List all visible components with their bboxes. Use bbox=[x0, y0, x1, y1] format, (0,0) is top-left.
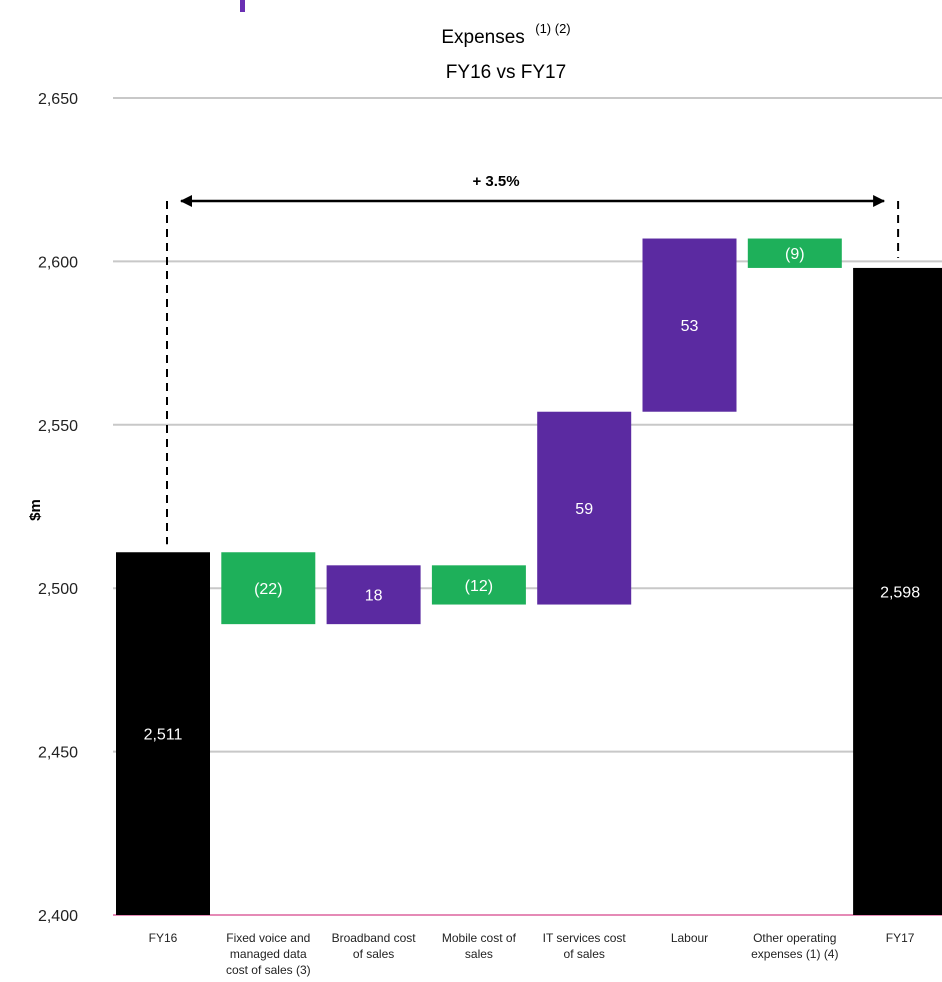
bar-value-label: (9) bbox=[785, 246, 805, 263]
x-category-label: Labour bbox=[671, 931, 708, 945]
bar-value-label: 18 bbox=[365, 588, 383, 605]
bar-increase bbox=[537, 411, 632, 605]
y-tick-label: 2,450 bbox=[38, 745, 78, 762]
x-category-label: Other operating expenses (1) (4) bbox=[751, 931, 838, 961]
bars bbox=[116, 238, 942, 915]
y-axis-label: $m bbox=[27, 499, 44, 521]
x-category-line: FY17 bbox=[886, 931, 915, 945]
y-tick-label: 2,650 bbox=[38, 91, 78, 108]
chart-title-text: Expenses bbox=[441, 27, 524, 48]
bar-increase bbox=[642, 238, 737, 412]
chart-title: Expenses (1) (2) bbox=[441, 21, 570, 48]
x-category-label: Fixed voice and managed data cost of sales… bbox=[226, 931, 311, 977]
x-category-line: expenses (1) (4) bbox=[751, 947, 838, 961]
bar-increase bbox=[326, 565, 421, 625]
chart-subtitle: FY16 vs FY17 bbox=[446, 62, 566, 83]
chart-title-superscript: (1) (2) bbox=[535, 21, 570, 36]
y-tick-label: 2,400 bbox=[38, 908, 78, 925]
bar-total bbox=[853, 267, 942, 915]
x-category-line: managed data bbox=[230, 947, 307, 961]
bar-decrease bbox=[221, 552, 316, 625]
y-tick-label: 2,500 bbox=[38, 581, 78, 598]
y-tick-label: 2,550 bbox=[38, 418, 78, 435]
x-category-line: Mobile cost of bbox=[442, 931, 517, 945]
bar-value-label: 2,511 bbox=[144, 727, 183, 744]
bar-decrease bbox=[431, 565, 526, 605]
bar-value-label: 2,598 bbox=[880, 584, 920, 601]
bar-value-label: 53 bbox=[681, 318, 699, 335]
x-category-line: sales bbox=[465, 947, 493, 961]
bar-value-label: 59 bbox=[575, 501, 593, 518]
x-category-line: of sales bbox=[564, 947, 605, 961]
y-tick-label: 2,600 bbox=[38, 254, 78, 271]
gridlines bbox=[113, 97, 942, 916]
x-category-label: IT services cost of sales bbox=[543, 931, 627, 961]
x-category-line: IT services cost bbox=[543, 931, 627, 945]
x-category-label: Broadband cost of sales bbox=[332, 931, 417, 961]
x-category-label: Mobile cost of sales bbox=[442, 931, 517, 961]
x-category-line: Other operating bbox=[753, 931, 836, 945]
change-bracket bbox=[166, 195, 900, 545]
x-category-line: Fixed voice and bbox=[226, 931, 310, 945]
accent-mark bbox=[240, 0, 245, 12]
y-axis-ticks: 2,400 2,450 2,500 2,550 2,600 2,650 bbox=[38, 91, 78, 925]
x-category-label: FY17 bbox=[886, 931, 915, 945]
value-labels: 2,511 (22) 18 (12) 59 53 (9) 2,598 bbox=[144, 246, 921, 743]
bar-decrease bbox=[747, 238, 842, 268]
x-category-label: FY16 bbox=[149, 931, 178, 945]
x-category-line: cost of sales (3) bbox=[226, 963, 311, 977]
bar-value-label: (22) bbox=[254, 581, 282, 598]
x-category-line: of sales bbox=[353, 947, 394, 961]
x-category-line: FY16 bbox=[149, 931, 178, 945]
bar-value-label: (12) bbox=[465, 578, 493, 595]
change-annotation: + 3.5% bbox=[472, 173, 519, 190]
bar-total bbox=[116, 552, 210, 915]
x-axis-categories: FY16 Fixed voice and managed data cost of s… bbox=[149, 931, 915, 977]
x-category-line: Labour bbox=[671, 931, 708, 945]
x-category-line: Broadband cost bbox=[332, 931, 417, 945]
